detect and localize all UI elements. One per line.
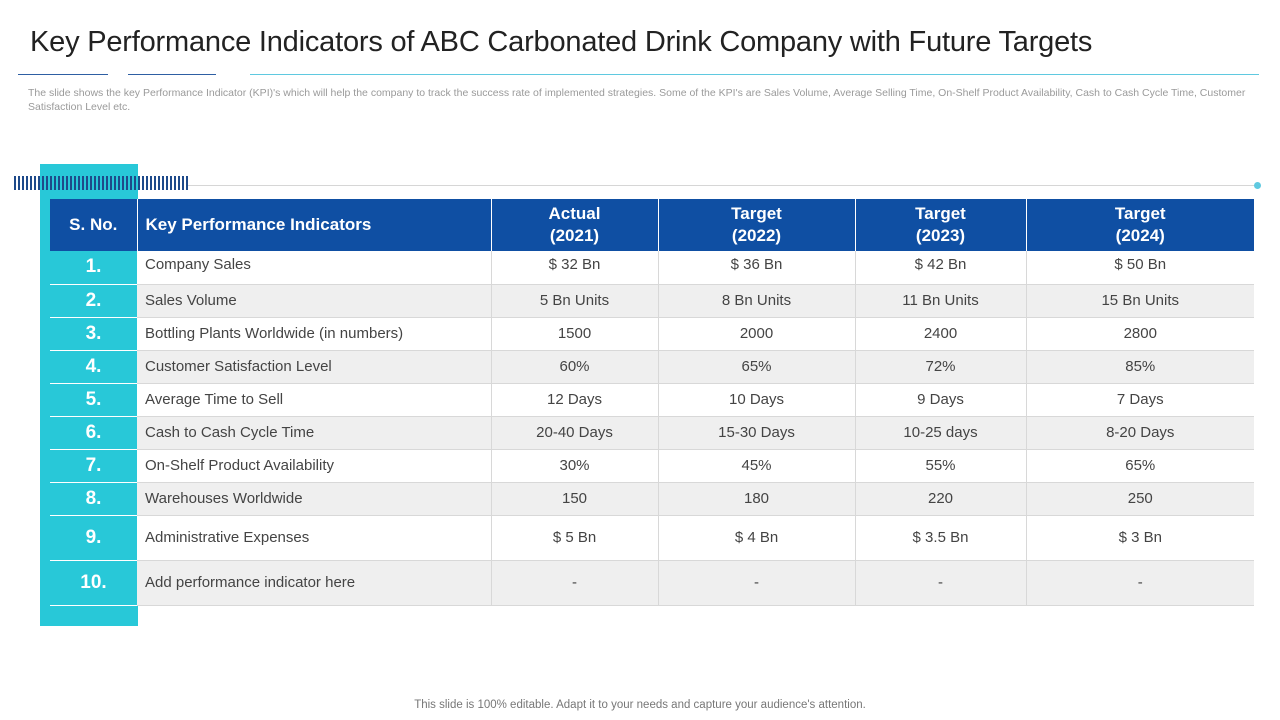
value-target-2024: 8-20 Days (1026, 416, 1254, 450)
divider-dot (1254, 182, 1261, 189)
value-target-2024: 250 (1026, 482, 1254, 516)
header-year: (2022) (731, 226, 782, 245)
table-row: 4. Customer Satisfaction Level 60% 65% 7… (50, 350, 1254, 384)
kpi-table: S. No. Key Performance Indicators Actual… (50, 199, 1254, 606)
value-actual-2021: 12 Days (491, 383, 659, 417)
value-target-2022: 45% (658, 449, 856, 483)
value-target-2023: $ 42 Bn (855, 251, 1027, 285)
value-target-2023: 11 Bn Units (855, 284, 1027, 318)
header-actual-2021: Actual (2021) (491, 199, 659, 251)
value-target-2024: 65% (1026, 449, 1254, 483)
table-row: 2. Sales Volume 5 Bn Units 8 Bn Units 11… (50, 284, 1254, 318)
slide-description: The slide shows the key Performance Indi… (28, 87, 1246, 113)
value-actual-2021: 20-40 Days (491, 416, 659, 450)
value-target-2023: 2400 (855, 317, 1027, 351)
kpi-name: Administrative Expenses (137, 515, 492, 561)
value-actual-2021: 30% (491, 449, 659, 483)
header-sno: S. No. (50, 199, 138, 251)
header-label: Target (731, 204, 782, 223)
table-row: 7. On-Shelf Product Availability 30% 45%… (50, 449, 1254, 483)
value-target-2022: $ 4 Bn (658, 515, 856, 561)
kpi-name: Company Sales (137, 251, 492, 285)
value-target-2024: - (1026, 560, 1254, 606)
value-target-2023: 10-25 days (855, 416, 1027, 450)
header-year: (2024) (1115, 226, 1165, 245)
table-header-row: S. No. Key Performance Indicators Actual… (50, 199, 1254, 251)
kpi-name: Customer Satisfaction Level (137, 350, 492, 384)
kpi-name: Warehouses Worldwide (137, 482, 492, 516)
slide-footer: This slide is 100% editable. Adapt it to… (414, 699, 866, 711)
row-number: 3. (50, 317, 137, 351)
value-target-2024: 2800 (1026, 317, 1254, 351)
value-target-2023: - (855, 560, 1027, 606)
value-actual-2021: 150 (491, 482, 659, 516)
value-actual-2021: - (491, 560, 659, 606)
value-target-2022: 2000 (658, 317, 856, 351)
value-actual-2021: 1500 (491, 317, 659, 351)
value-actual-2021: $ 5 Bn (491, 515, 659, 561)
value-target-2024: 85% (1026, 350, 1254, 384)
value-target-2023: 220 (855, 482, 1027, 516)
slide-title: Key Performance Indicators of ABC Carbon… (30, 26, 1093, 58)
value-actual-2021: $ 32 Bn (491, 251, 659, 285)
header-kpi: Key Performance Indicators (137, 199, 492, 251)
row-number: 1. (50, 251, 137, 285)
kpi-name: Sales Volume (137, 284, 492, 318)
kpi-name: Cash to Cash Cycle Time (137, 416, 492, 450)
table-row: 9. Administrative Expenses $ 5 Bn $ 4 Bn… (50, 515, 1254, 561)
value-target-2023: 72% (855, 350, 1027, 384)
value-target-2022: $ 36 Bn (658, 251, 856, 285)
header-target-2023: Target (2023) (855, 199, 1027, 251)
row-number: 10. (50, 560, 137, 606)
value-target-2022: 8 Bn Units (658, 284, 856, 318)
value-target-2022: 65% (658, 350, 856, 384)
value-target-2022: 180 (658, 482, 856, 516)
value-target-2023: 55% (855, 449, 1027, 483)
kpi-name: Average Time to Sell (137, 383, 492, 417)
value-target-2024: 7 Days (1026, 383, 1254, 417)
value-target-2024: $ 3 Bn (1026, 515, 1254, 561)
value-actual-2021: 5 Bn Units (491, 284, 659, 318)
title-underline-line (250, 74, 1259, 75)
kpi-name: Bottling Plants Worldwide (in numbers) (137, 317, 492, 351)
header-year: (2023) (915, 226, 966, 245)
row-number: 4. (50, 350, 137, 384)
value-target-2023: 9 Days (855, 383, 1027, 417)
value-target-2024: $ 50 Bn (1026, 251, 1254, 285)
value-target-2022: 15-30 Days (658, 416, 856, 450)
title-underline-segment (128, 74, 216, 75)
header-label: Actual (548, 204, 601, 223)
divider-line (188, 185, 1256, 186)
table-row: 10. Add performance indicator here - - -… (50, 560, 1254, 606)
table-row: 8. Warehouses Worldwide 150 180 220 250 (50, 482, 1254, 516)
kpi-name: Add performance indicator here (137, 560, 492, 606)
header-label: Target (915, 204, 966, 223)
table-row: 5. Average Time to Sell 12 Days 10 Days … (50, 383, 1254, 417)
header-label: Target (1114, 204, 1166, 223)
kpi-name: On-Shelf Product Availability (137, 449, 492, 483)
row-number: 6. (50, 416, 137, 450)
table-row: 1. Company Sales $ 32 Bn $ 36 Bn $ 42 Bn… (50, 251, 1254, 285)
table-row: 3. Bottling Plants Worldwide (in numbers… (50, 317, 1254, 351)
row-number: 5. (50, 383, 137, 417)
header-target-2022: Target (2022) (658, 199, 856, 251)
value-target-2022: 10 Days (658, 383, 856, 417)
row-number: 2. (50, 284, 137, 318)
value-target-2022: - (658, 560, 856, 606)
value-actual-2021: 60% (491, 350, 659, 384)
value-target-2024: 15 Bn Units (1026, 284, 1254, 318)
row-number: 8. (50, 482, 137, 516)
title-underline-segment (18, 74, 108, 75)
value-target-2023: $ 3.5 Bn (855, 515, 1027, 561)
table-row: 6. Cash to Cash Cycle Time 20-40 Days 15… (50, 416, 1254, 450)
hatch-decoration (14, 176, 188, 190)
header-target-2024: Target (2024) (1026, 199, 1254, 251)
row-number: 9. (50, 515, 137, 561)
header-year: (2021) (549, 226, 600, 245)
row-number: 7. (50, 449, 137, 483)
